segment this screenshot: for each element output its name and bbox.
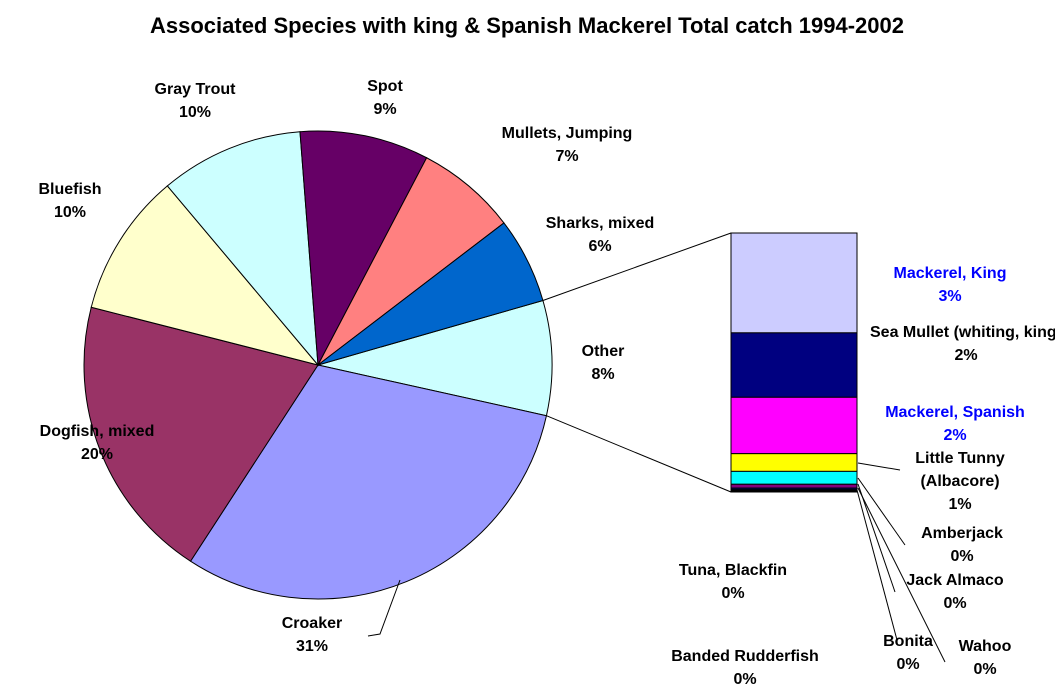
- label-name: Banded Rudderfish: [671, 648, 819, 665]
- label-value: 10%: [53, 204, 87, 221]
- data-label: Croaker 31%: [252, 612, 372, 658]
- pie-slice: [189, 364, 548, 600]
- label-value: 2%: [954, 347, 978, 364]
- label-value: 0%: [896, 656, 920, 673]
- label-value: 0%: [721, 585, 745, 602]
- bar-segment: [730, 453, 858, 472]
- label-name: Bluefish: [38, 181, 102, 198]
- label-value: 0%: [973, 661, 997, 678]
- label-name: Jack Almaco: [906, 572, 1004, 589]
- data-label: Sea Mullet (whiting, king) 2%: [851, 321, 1055, 367]
- connector-line: [546, 415, 732, 493]
- label-name: Mackerel, Spanish: [885, 404, 1025, 421]
- data-label: Mullets, Jumping 7%: [467, 122, 667, 168]
- label-value: 2%: [943, 427, 967, 444]
- leader-line: [857, 462, 901, 471]
- label-name: Bonita: [883, 633, 933, 650]
- pie-slice: [317, 299, 553, 417]
- pie-slice: [90, 185, 320, 366]
- data-label: Mackerel, Spanish 2%: [855, 401, 1055, 447]
- label-value: 6%: [588, 238, 612, 255]
- data-label: Wahoo 0%: [945, 635, 1025, 681]
- data-label: Jack Almaco 0%: [895, 569, 1015, 615]
- label-value: 3%: [938, 288, 962, 305]
- leader-line: [857, 487, 946, 663]
- bar-segment: [730, 332, 858, 398]
- pie-slice: [166, 131, 319, 367]
- bar-segment: [730, 232, 858, 334]
- data-label: Spot 9%: [345, 75, 425, 121]
- pie-slice: [299, 130, 428, 367]
- bar-segment: [730, 396, 858, 455]
- data-label: Banded Rudderfish 0%: [635, 645, 855, 691]
- bar-segment: [730, 470, 858, 485]
- bar-segment: [730, 483, 858, 489]
- label-value: 9%: [373, 101, 397, 118]
- data-label: Little Tunny (Albacore) 1%: [890, 447, 1030, 516]
- label-name: Sea Mullet (whiting, king): [870, 324, 1055, 341]
- data-label: Tuna, Blackfin 0%: [653, 559, 813, 605]
- bar-segment: [730, 490, 858, 493]
- connector-line: [542, 232, 732, 301]
- leader-line: [857, 483, 896, 593]
- label-value: 8%: [591, 366, 615, 383]
- label-name: Croaker: [281, 615, 343, 632]
- label-name: Other: [581, 343, 625, 360]
- label-name: Dogfish, mixed: [39, 423, 155, 440]
- data-label: Bonita 0%: [873, 630, 943, 676]
- data-label: Other 8%: [558, 340, 648, 386]
- label-name: Gray Trout: [154, 81, 236, 98]
- data-label: Amberjack 0%: [897, 522, 1027, 568]
- label-value: 10%: [178, 104, 212, 121]
- label-value: 31%: [295, 638, 329, 655]
- leader-line: [367, 579, 401, 637]
- label-value: 1%: [948, 496, 972, 513]
- label-value: 0%: [733, 671, 757, 688]
- label-name: Mullets, Jumping: [501, 125, 633, 142]
- chart-title: Associated Species with king & Spanish M…: [149, 13, 904, 38]
- label-value: 0%: [950, 548, 974, 565]
- data-label: Dogfish, mixed 20%: [0, 420, 197, 466]
- pie-slice: [83, 306, 319, 562]
- label-value: 7%: [555, 148, 579, 165]
- data-label: Bluefish 10%: [10, 178, 130, 224]
- label-name: Mackerel, King: [893, 265, 1007, 282]
- label-name: Spot: [367, 78, 403, 95]
- label-name: Tuna, Blackfin: [678, 562, 788, 579]
- label-name: Little Tunny (Albacore): [915, 450, 1005, 490]
- label-name: Sharks, mixed: [545, 215, 655, 232]
- label-name: Amberjack: [921, 525, 1003, 542]
- label-name: Wahoo: [958, 638, 1012, 655]
- label-value: 0%: [943, 595, 967, 612]
- label-value: 20%: [80, 446, 114, 463]
- data-label: Gray Trout 10%: [125, 78, 265, 124]
- data-label: Mackerel, King 3%: [850, 262, 1050, 308]
- leader-line: [857, 477, 906, 546]
- leader-line: [856, 489, 898, 641]
- data-label: Sharks, mixed 6%: [510, 212, 690, 258]
